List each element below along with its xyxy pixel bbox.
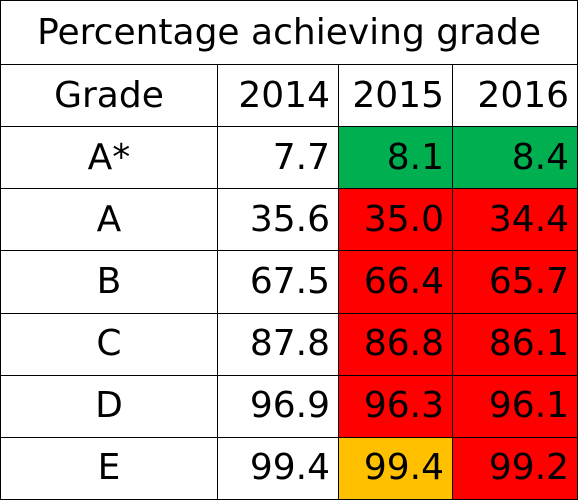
grade-label-cell: A* — [0, 126, 218, 190]
value-cell-2014: 99.4 — [217, 436, 339, 501]
grade-label-cell: B — [0, 250, 218, 314]
value-cell-2015: 99.4 — [338, 436, 453, 501]
value-cell-2016: 8.4 — [451, 126, 578, 190]
value-cell-2016: 34.4 — [451, 188, 578, 252]
column-header-2015: 2015 — [338, 64, 453, 128]
table-row: E 99.4 99.4 99.2 — [0, 436, 578, 501]
grade-label-cell: A — [0, 188, 218, 252]
value-cell-2015: 8.1 — [338, 126, 453, 190]
value-cell-2014: 67.5 — [217, 250, 339, 314]
column-header-2014: 2014 — [217, 64, 339, 128]
value-cell-2016: 65.7 — [451, 250, 578, 314]
table-row: A* 7.7 8.1 8.4 — [0, 126, 578, 190]
table-title: Percentage achieving grade — [0, 0, 578, 66]
value-cell-2014: 35.6 — [217, 188, 339, 252]
title-row: Percentage achieving grade — [0, 0, 578, 66]
table-row: C 87.8 86.8 86.1 — [0, 312, 578, 376]
grade-label-cell: D — [0, 374, 218, 438]
value-cell-2016: 96.1 — [451, 374, 578, 438]
column-header-grade: Grade — [0, 64, 218, 128]
grade-label-cell: E — [0, 436, 218, 501]
value-cell-2015: 35.0 — [338, 188, 453, 252]
value-cell-2015: 86.8 — [338, 312, 453, 376]
table-row: B 67.5 66.4 65.7 — [0, 250, 578, 314]
grade-label-cell: C — [0, 312, 218, 376]
table-row: A 35.6 35.0 34.4 — [0, 188, 578, 252]
column-header-2016: 2016 — [451, 64, 578, 128]
value-cell-2016: 99.2 — [451, 436, 578, 501]
value-cell-2015: 66.4 — [338, 250, 453, 314]
value-cell-2016: 86.1 — [451, 312, 578, 376]
value-cell-2014: 87.8 — [217, 312, 339, 376]
header-row: Grade 2014 2015 2016 — [0, 64, 578, 128]
value-cell-2014: 7.7 — [217, 126, 339, 190]
table-row: D 96.9 96.3 96.1 — [0, 374, 578, 438]
value-cell-2015: 96.3 — [338, 374, 453, 438]
value-cell-2014: 96.9 — [217, 374, 339, 438]
